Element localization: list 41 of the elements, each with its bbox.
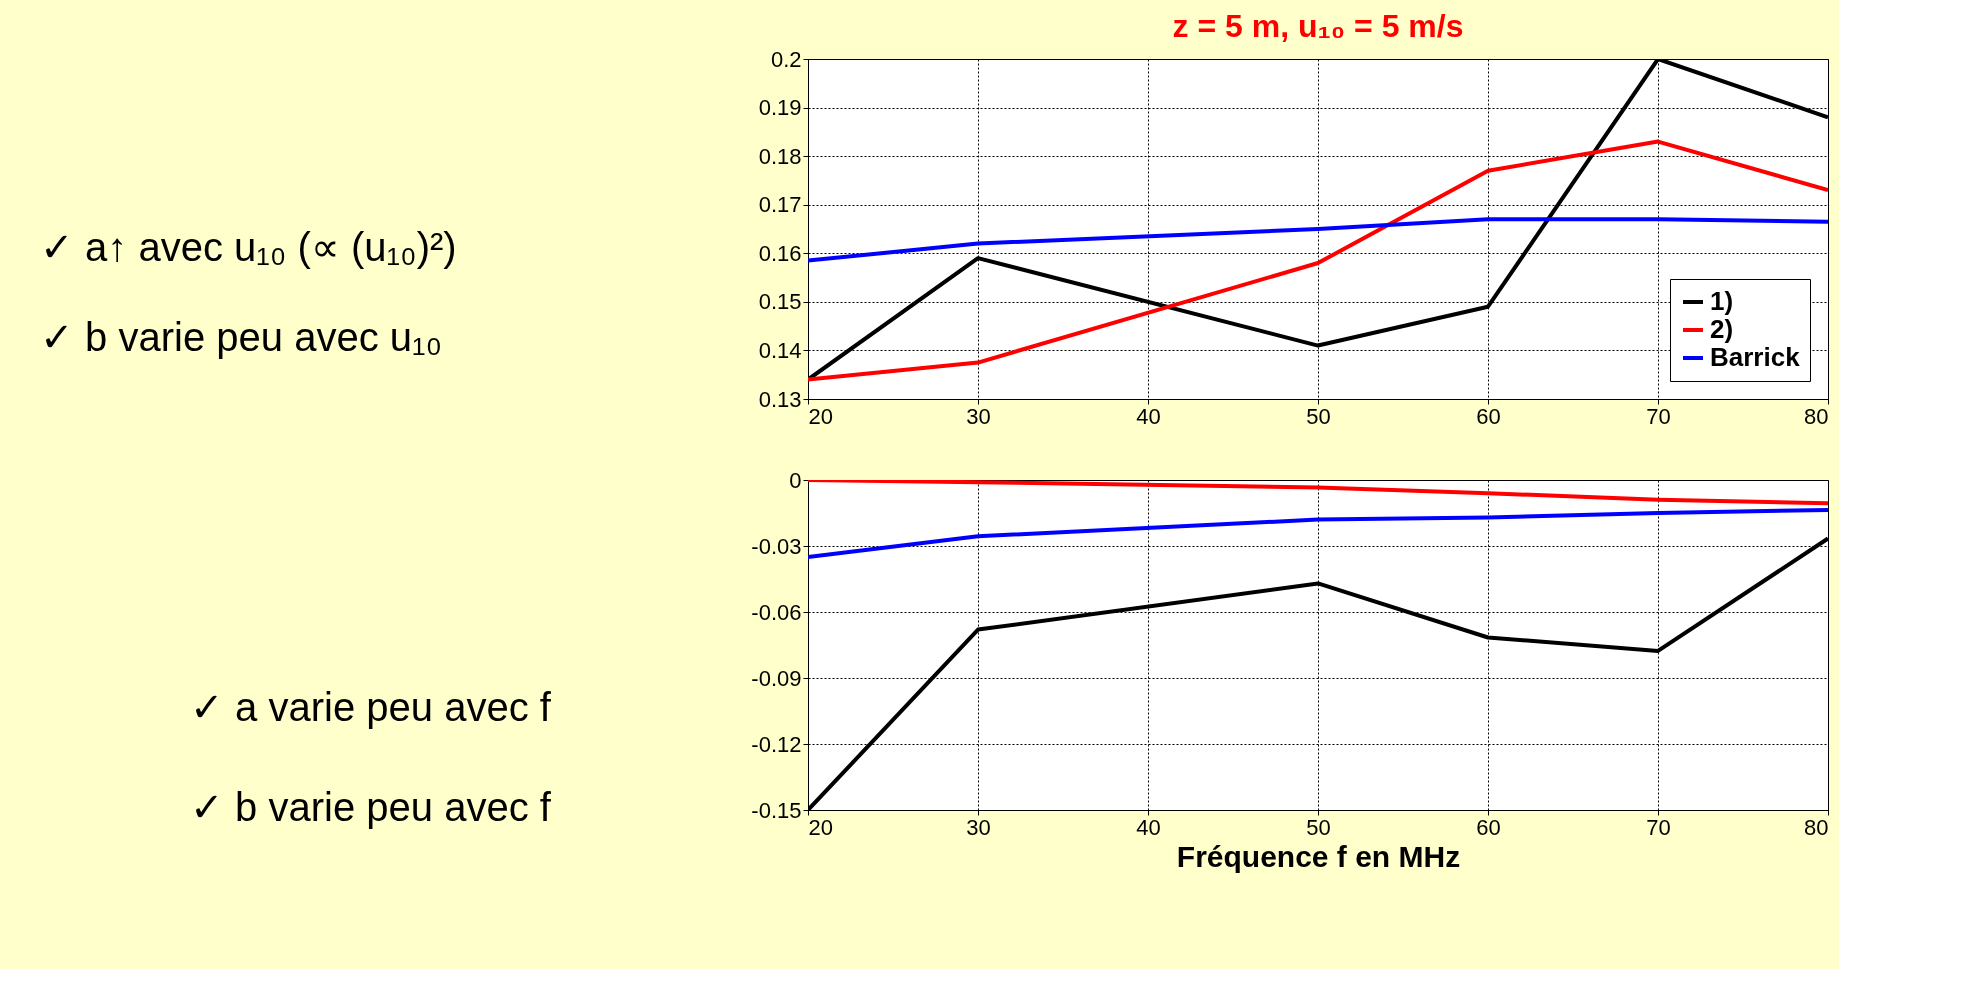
line-series [808,139,1828,382]
x-axis-title: Fréquence f en MHz [1176,839,1461,873]
line-series [808,217,1828,263]
y-tick-label: 0.13 [758,386,802,412]
x-tick-label: 60 [1476,814,1501,840]
y-tick-label: 0.18 [758,143,802,169]
y-tick-label: -0.09 [751,665,802,691]
x-tick-label: 20 [808,814,833,840]
y-tick-label: 0.2 [770,46,802,72]
x-tick-label: 60 [1476,403,1501,429]
x-tick-label: 80 [1804,403,1829,429]
text: ✓ b varie peu avec u₁₀ [40,315,443,359]
y-tick-label: -0.12 [751,731,802,757]
text: ✓ b varie peu avec f [190,785,552,829]
x-tick-label: 20 [808,403,833,429]
legend-label: Barrick [1710,342,1801,372]
x-tick-label: 30 [966,403,991,429]
y-tick-label: -0.06 [751,599,802,625]
x-tick-label: 40 [1136,814,1161,840]
x-tick-label: 50 [1306,814,1331,840]
legend-label: 2) [1710,314,1734,344]
line-series [808,507,1828,559]
y-tick-label: 0.15 [758,289,802,315]
x-tick-label: 40 [1136,403,1161,429]
text: ✓ a↑ avec u₁₀ (∝ (u₁₀)²) [40,225,457,269]
x-tick-label: 70 [1646,403,1671,429]
y-tick-label: 0 [789,467,802,493]
y-tick-label: 0.14 [758,337,802,363]
y-tick-label: -0.03 [751,533,802,559]
y-tick-label: 0.16 [758,240,802,266]
y-tick-label: -0.15 [751,797,802,823]
x-tick-label: 70 [1646,814,1671,840]
x-tick-label: 50 [1306,403,1331,429]
text: ✓ a varie peu avec f [190,685,552,729]
x-tick-label: 80 [1804,814,1829,840]
x-tick-label: 30 [966,814,991,840]
chart-title: z = 5 m, u₁₀ = 5 m/s [1172,8,1464,44]
y-tick-label: 0.17 [758,192,802,218]
y-tick-label: 0.19 [758,95,802,121]
line-series [808,480,1828,506]
legend-label: 1) [1710,286,1734,316]
